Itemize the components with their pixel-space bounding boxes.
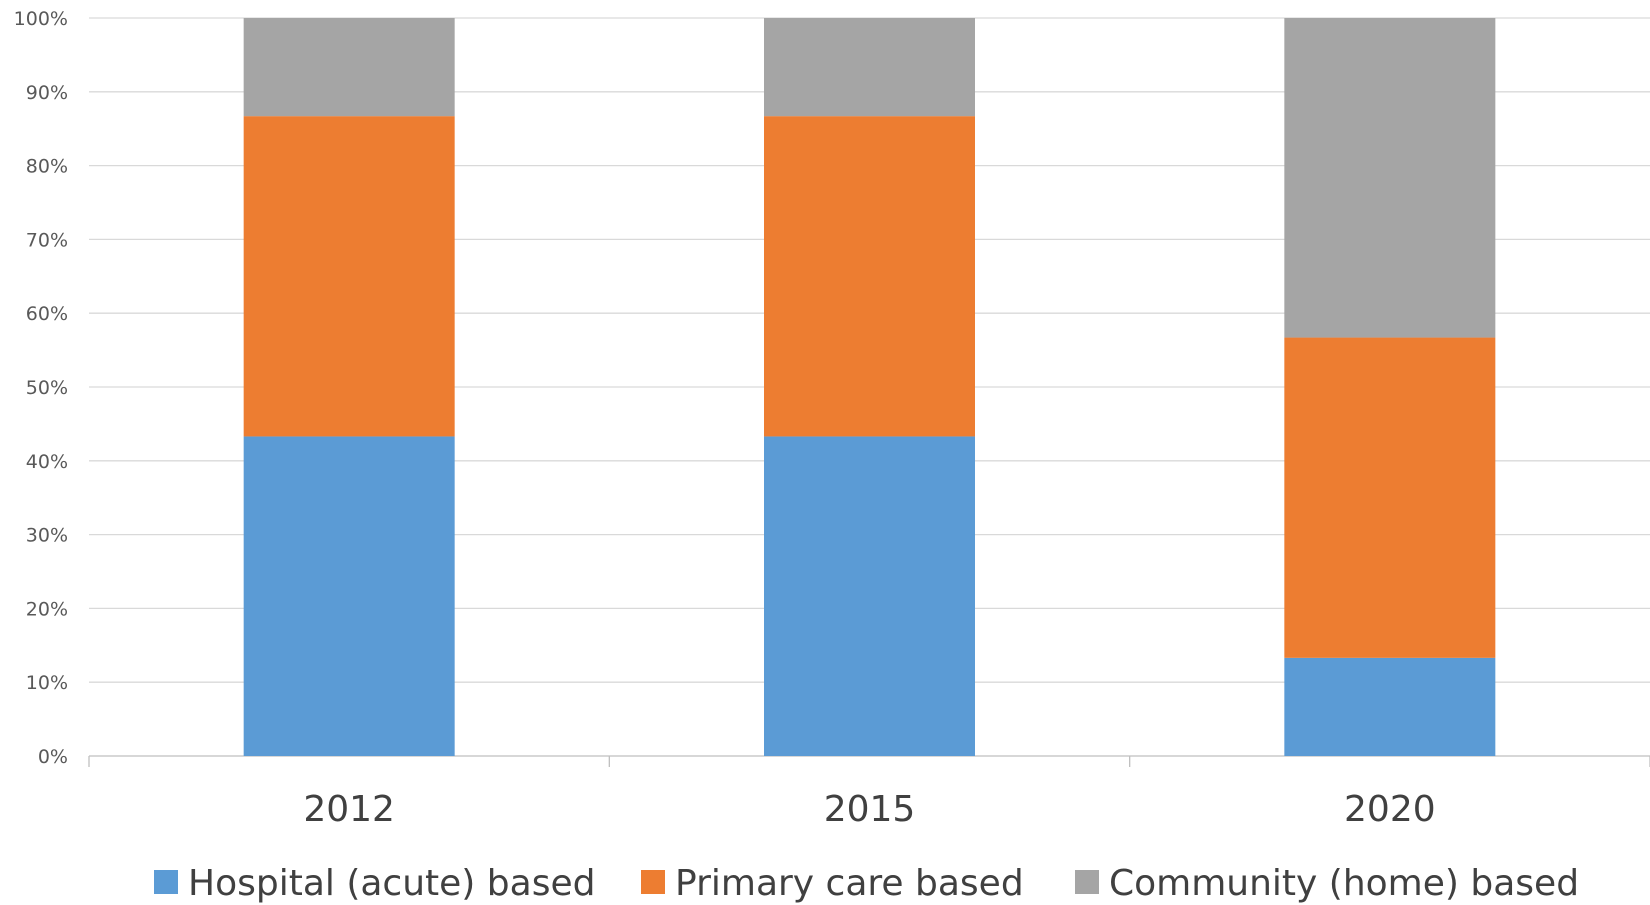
x-axis: 2012 2015 2020 <box>88 756 1650 830</box>
bar-segment-2020-hospital-acute-based <box>1284 657 1496 756</box>
y-axis-ticks: 0% 10% 20% 30% 40% 50% 60% 70% 80% 90% 100% <box>14 8 68 768</box>
x-tick-label: 2015 <box>824 789 916 830</box>
y-tick-label: 20% <box>26 598 68 620</box>
legend: Hospital (acute) based Primary care based… <box>154 863 1579 904</box>
y-tick-label: 80% <box>26 156 68 178</box>
legend-swatch <box>641 870 665 894</box>
legend-label: Community (home) based <box>1109 863 1579 904</box>
bar-segment-2015-community-home-based <box>764 18 975 117</box>
bar-segment-2012-primary-care-based <box>243 116 455 437</box>
y-tick-label: 0% <box>38 746 68 768</box>
y-tick-label: 100% <box>14 8 68 30</box>
bar-segment-2020-primary-care-based <box>1284 337 1496 658</box>
y-tick-label: 10% <box>26 672 68 694</box>
y-tick-label: 30% <box>26 525 68 547</box>
y-tick-label: 70% <box>26 229 68 251</box>
bar-segment-2020-community-home-based <box>1284 18 1496 338</box>
legend-label: Hospital (acute) based <box>188 863 595 904</box>
x-tick-label: 2012 <box>303 789 395 830</box>
y-tick-label: 40% <box>26 451 68 473</box>
y-tick-label: 90% <box>26 82 68 104</box>
bar-segment-2015-primary-care-based <box>764 116 975 437</box>
y-tick-label: 60% <box>26 303 68 325</box>
legend-swatch <box>154 870 178 894</box>
legend-swatch <box>1075 870 1099 894</box>
y-tick-label: 50% <box>26 377 68 399</box>
bar-segment-2012-hospital-acute-based <box>243 436 455 756</box>
bar-segment-2012-community-home-based <box>243 18 455 117</box>
legend-label: Primary care based <box>675 863 1024 904</box>
bars <box>243 18 1496 756</box>
bar-segment-2015-hospital-acute-based <box>764 436 975 756</box>
x-tick-label: 2020 <box>1344 789 1436 830</box>
